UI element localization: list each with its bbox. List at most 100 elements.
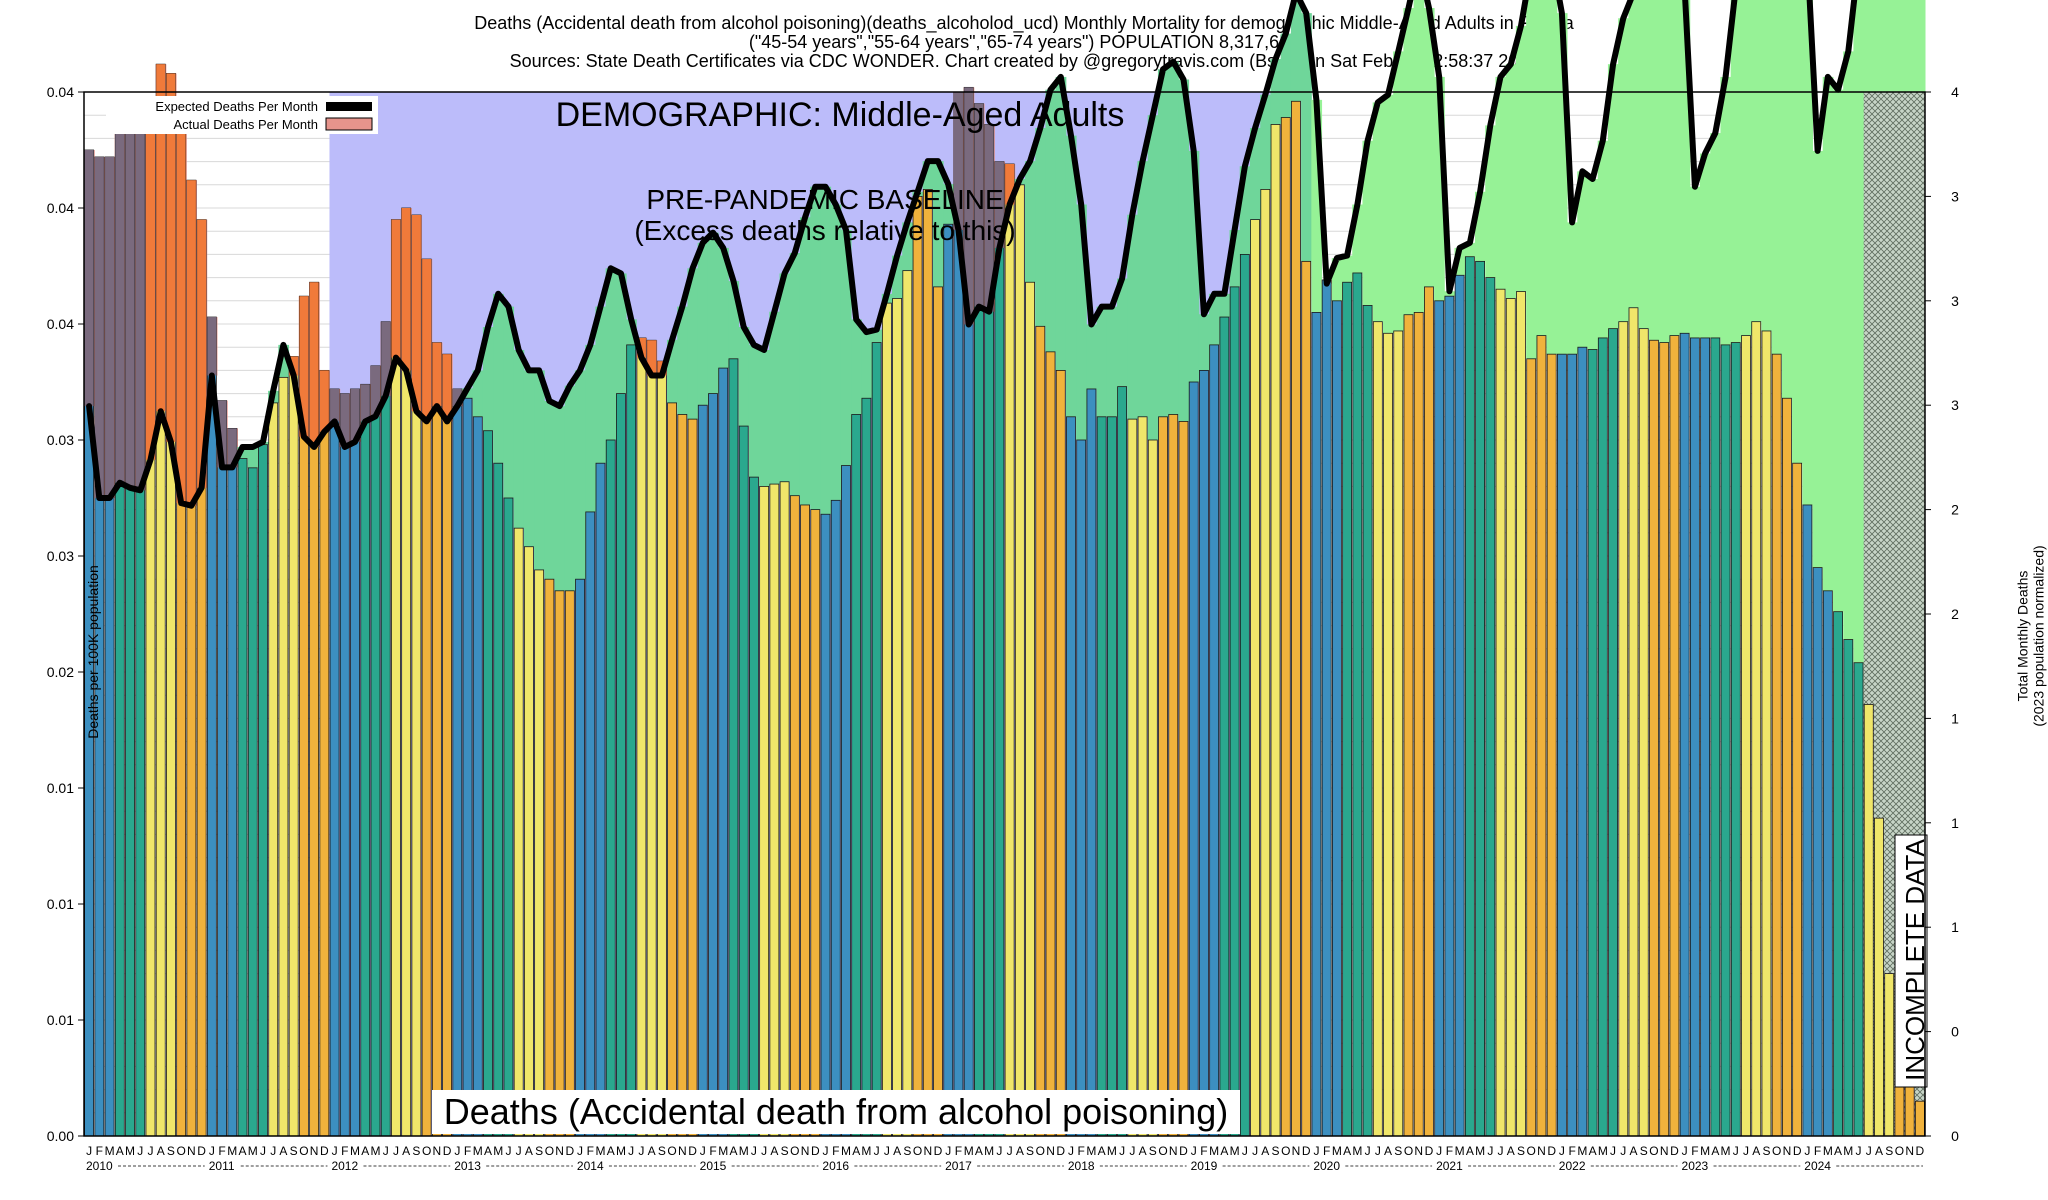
deficit-area: [1812, 150, 1824, 568]
bar: [1587, 349, 1598, 1137]
x-month-label: S: [1517, 1144, 1525, 1158]
x-month-label: J: [209, 1144, 215, 1158]
x-month-label: D: [1547, 1144, 1556, 1158]
excess-bar-segment: [381, 321, 391, 396]
bar: [1516, 291, 1526, 1137]
bar: [1291, 100, 1301, 1137]
x-month-label: J: [1365, 1144, 1371, 1158]
x-month-label: D: [1793, 1144, 1802, 1158]
bar: [871, 342, 882, 1137]
deficit-area: [605, 268, 617, 440]
bar: [1311, 311, 1322, 1137]
x-month-label: F: [1078, 1144, 1085, 1158]
deficit-area: [1659, 0, 1670, 343]
x-month-label: J: [1313, 1144, 1319, 1158]
bar: [1280, 117, 1291, 1137]
bar: [1608, 328, 1618, 1137]
legend-actual-label: Actual Deaths Per Month: [173, 117, 318, 132]
deficit-area: [799, 217, 811, 505]
deficit-area: [851, 319, 862, 415]
x-month-label: J: [1866, 1144, 1872, 1158]
x-month-label: A: [852, 1144, 860, 1158]
deficit-area: [1689, 186, 1701, 338]
axes: 0.00 0.01 0.01 0.01 0.02 0.03 0.03 0.04 0.04 0.04…: [47, 84, 1959, 1173]
deficit-area: [728, 281, 740, 359]
bar: [237, 458, 248, 1137]
bar: [1649, 339, 1659, 1137]
bar: [462, 397, 473, 1137]
bar: [1362, 305, 1373, 1137]
x-month-label: J: [516, 1144, 522, 1158]
deficit-area: [1526, 0, 1537, 359]
bar: [1475, 260, 1486, 1137]
deficit-area: [1802, 0, 1813, 505]
bar: [452, 388, 463, 1137]
bar: [800, 504, 810, 1137]
x-year-label: 2011: [209, 1159, 235, 1173]
x-month-label: A: [648, 1144, 656, 1158]
bar: [1331, 300, 1342, 1137]
deficit-area: [718, 247, 729, 369]
x-month-label: N: [1905, 1144, 1914, 1158]
y-tick-label: 0.01: [47, 1012, 74, 1028]
deficit-area: [677, 306, 688, 415]
bar: [1751, 321, 1762, 1137]
x-month-label: M: [350, 1144, 360, 1158]
x-month-label: M: [1107, 1144, 1117, 1158]
bar: [1628, 307, 1639, 1137]
bar: [247, 467, 258, 1137]
bar: [1158, 416, 1168, 1137]
bar: [1557, 353, 1567, 1137]
deficit-area: [738, 327, 750, 427]
deficit-area: [891, 255, 903, 299]
annotations: DEMOGRAPHIC: Middle-Aged Adults PRE-PAND…: [106, 96, 1124, 246]
x-month-label: J: [260, 1144, 266, 1158]
expected-line-layer: [86, 0, 1858, 509]
x-month-label: D: [197, 1144, 206, 1158]
excess-bar-segment: [422, 259, 432, 422]
x-month-label: F: [832, 1144, 839, 1158]
excess-bar-segment: [401, 208, 411, 371]
x-month-label: D: [565, 1144, 574, 1158]
bar: [1076, 439, 1087, 1137]
excess-bar-segment: [964, 87, 974, 325]
x-month-label: D: [1425, 1144, 1434, 1158]
deficit-area: [1311, 99, 1323, 313]
bar: [1741, 335, 1751, 1137]
deficit-area: [247, 446, 259, 468]
x-month-label: J: [383, 1144, 389, 1158]
bar: [789, 495, 800, 1137]
x-month-label: O: [422, 1144, 431, 1158]
deficit-area: [1076, 204, 1087, 440]
x-month-label: M: [739, 1144, 749, 1158]
x-month-label: N: [555, 1144, 564, 1158]
bar: [687, 418, 698, 1137]
bar: [738, 425, 749, 1137]
deficit-area: [1751, 0, 1762, 322]
deficit-area: [666, 339, 678, 403]
x-month-label: M: [616, 1144, 626, 1158]
x-month-label: N: [1169, 1144, 1178, 1158]
x-month-label: A: [279, 1144, 287, 1158]
y-tick-label: 0.04: [47, 84, 74, 100]
excess-bar-segment: [186, 180, 196, 506]
x-month-label: A: [770, 1144, 778, 1158]
excess-bar-segment: [360, 384, 370, 422]
x-month-label: D: [1670, 1144, 1679, 1158]
deficit-area: [1730, 0, 1742, 343]
bar: [1260, 189, 1271, 1137]
bar: [1505, 298, 1516, 1137]
excess-bar-segment: [442, 354, 452, 422]
x-month-label: M: [473, 1144, 483, 1158]
expected-deaths-line: [86, 0, 1858, 509]
x-month-label: J: [1804, 1144, 1810, 1158]
x-year-label: 2021: [1436, 1159, 1463, 1173]
deficit-area: [1587, 179, 1599, 350]
x-month-label: A: [1098, 1144, 1106, 1158]
x-month-label: J: [700, 1144, 706, 1158]
excess-bar-segment: [166, 73, 176, 442]
bar: [1802, 504, 1813, 1137]
excess-bar-segment: [289, 356, 299, 376]
deficit-area: [1495, 76, 1507, 290]
bar: [626, 344, 637, 1137]
